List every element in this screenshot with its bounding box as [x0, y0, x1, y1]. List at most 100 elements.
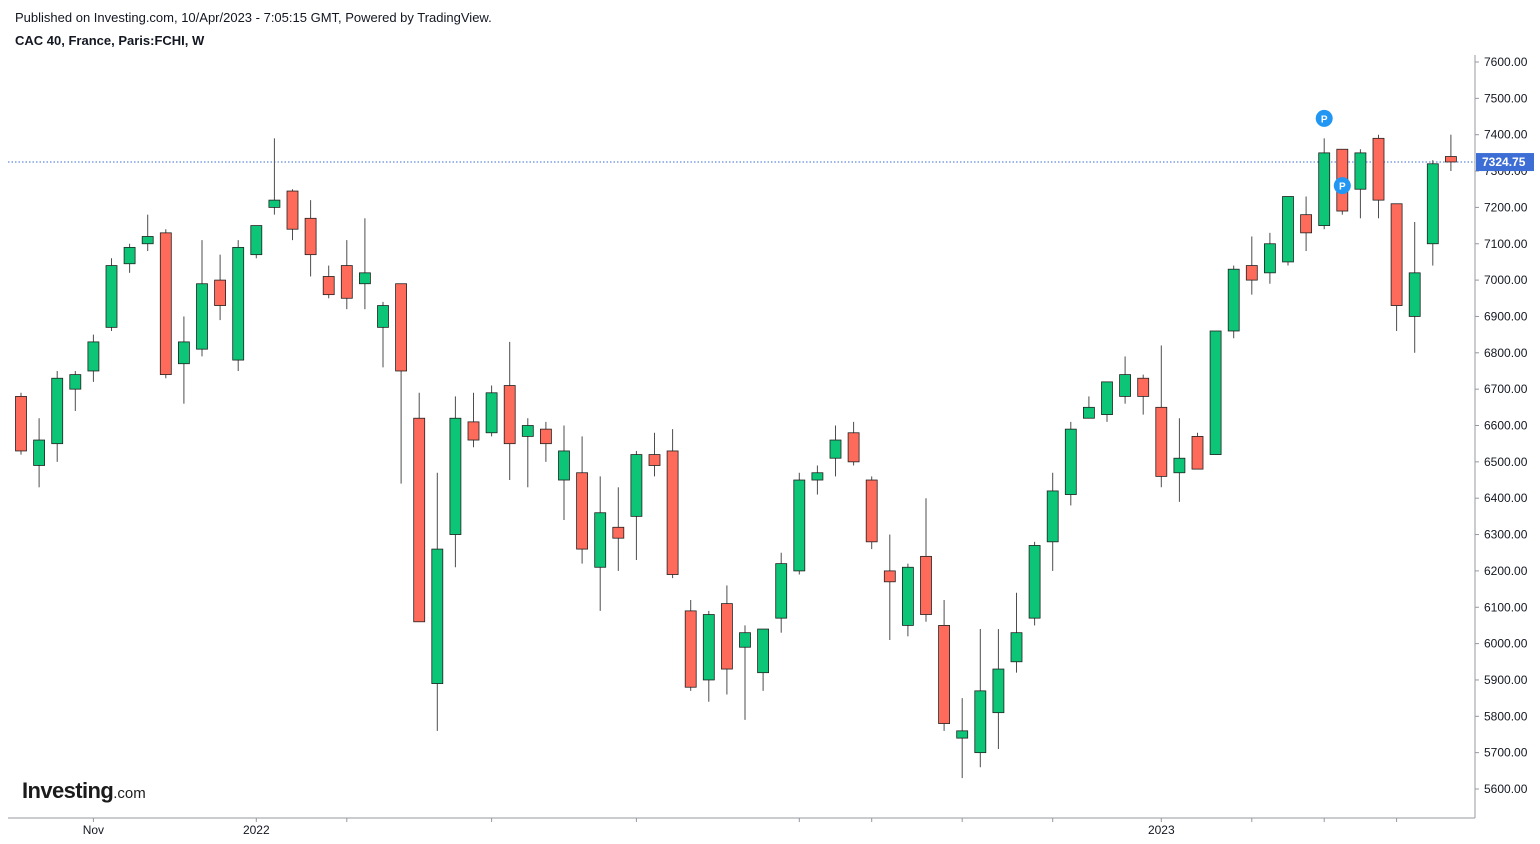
published-line: Published on Investing.com, 10/Apr/2023 … [15, 10, 492, 25]
candle-body [503, 385, 516, 445]
candle [1426, 160, 1439, 266]
candle [431, 472, 444, 731]
candle-body [1390, 203, 1403, 306]
candle-body [214, 279, 227, 306]
candle-body [1083, 406, 1095, 419]
candle [449, 396, 462, 568]
candle-body [286, 190, 299, 230]
candle [775, 552, 788, 633]
candle [413, 392, 426, 623]
candle [1028, 541, 1041, 626]
candle-body [1101, 381, 1113, 415]
candle [1390, 203, 1403, 331]
price-tick-label: 7500.00 [1484, 91, 1528, 105]
candle-body [69, 374, 82, 390]
candle [757, 628, 769, 691]
candle [1119, 356, 1131, 404]
candle [1010, 592, 1023, 673]
candle [702, 610, 715, 702]
pivot-marker: P [1333, 177, 1351, 195]
candle-body [105, 265, 118, 328]
price-tick-label: 6400.00 [1484, 491, 1528, 505]
candle-body [232, 246, 245, 361]
candle [1173, 418, 1186, 502]
candle [1083, 396, 1095, 419]
candle-body [1191, 436, 1204, 470]
candle-body [1264, 243, 1276, 274]
candle-body [666, 450, 679, 575]
candle [105, 258, 118, 331]
candle [865, 476, 878, 550]
candle-body [340, 265, 353, 299]
candle-body [829, 439, 842, 459]
pivot-marker-label: P [1321, 114, 1328, 125]
price-tick-label: 6200.00 [1484, 564, 1528, 578]
price-tick-label: 6900.00 [1484, 309, 1528, 323]
candle-body [1119, 374, 1131, 397]
candle [250, 225, 263, 259]
last-price-label: 7324.75 [1476, 153, 1534, 172]
candle-body [304, 217, 317, 256]
candle [612, 487, 625, 571]
candle-body [485, 392, 498, 434]
candle [1300, 196, 1312, 252]
candle [232, 240, 245, 371]
candle [177, 316, 190, 404]
candle [1282, 196, 1294, 266]
candle [648, 432, 661, 477]
price-tick-label: 7400.00 [1484, 128, 1528, 142]
candle [159, 229, 172, 379]
candle [1155, 345, 1168, 488]
candle-body [865, 479, 878, 543]
candle [286, 189, 299, 241]
candle-body [1282, 196, 1294, 263]
candle [15, 392, 27, 455]
candle [377, 301, 389, 368]
candle-body [1209, 330, 1222, 455]
price-tick-label: 5900.00 [1484, 673, 1528, 687]
candle [485, 385, 498, 437]
candle [1209, 330, 1222, 455]
candle [938, 599, 950, 731]
candle [503, 341, 516, 481]
candle-body [395, 283, 408, 372]
candle-body [1155, 406, 1168, 477]
candle [1064, 421, 1077, 506]
candle [467, 392, 480, 448]
candle [883, 534, 896, 640]
candle [902, 563, 914, 637]
candle-body [1010, 632, 1023, 663]
pivot-marker-label: P [1339, 182, 1346, 193]
candle [974, 629, 987, 768]
logo-brand: Investing [22, 778, 114, 803]
candle [340, 240, 353, 310]
candle-body [684, 610, 697, 688]
candle-body [974, 690, 987, 754]
candle [322, 265, 335, 299]
candle-body [449, 417, 462, 535]
candle-body [1300, 214, 1312, 234]
candle-body [576, 472, 588, 550]
candle [1354, 149, 1367, 219]
candle [1137, 374, 1150, 415]
candle-body [1064, 428, 1077, 495]
candle-body [1227, 268, 1240, 332]
candle-body [177, 341, 190, 365]
candle-body [594, 512, 607, 568]
candle-body [1245, 265, 1258, 281]
candle-body [51, 377, 64, 445]
candle [521, 418, 534, 488]
candle [33, 418, 45, 488]
candle [721, 585, 733, 695]
candle [793, 472, 806, 575]
candle-body [1354, 152, 1367, 190]
price-tick-label: 7000.00 [1484, 273, 1528, 287]
candle [920, 498, 932, 622]
candle [739, 625, 751, 720]
price-tick-label: 5700.00 [1484, 746, 1528, 760]
candle-body [250, 225, 263, 256]
candle-body [141, 236, 154, 245]
logo-suffix: .com [113, 785, 146, 802]
pivot-marker: P [1315, 109, 1333, 127]
